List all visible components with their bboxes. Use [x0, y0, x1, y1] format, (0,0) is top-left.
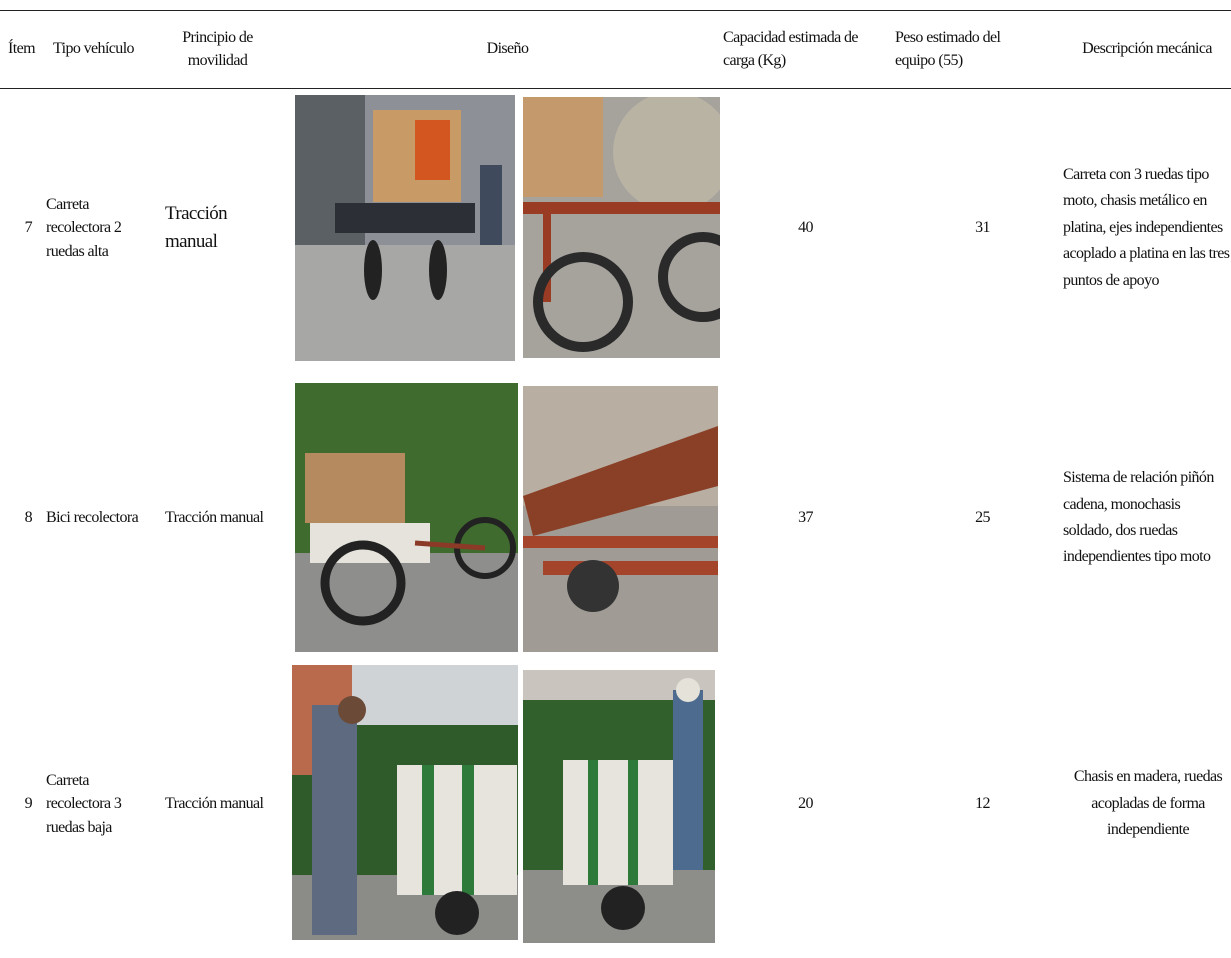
header-cell: Diseño [295, 12, 720, 86]
top-rule [0, 10, 1231, 11]
capacity-cell: 37 [723, 378, 888, 658]
header-text: Principio de movilidad [170, 26, 265, 72]
header-text: Peso estimado del equipo (55) [895, 26, 1035, 72]
item-cell: 9 [8, 660, 32, 948]
cell-text: Tracción manual [165, 506, 263, 529]
description-cell: Carreta con 3 ruedas tipo moto, chasis m… [1063, 92, 1231, 364]
description-cell: Chasis en madera, ruedas acopladas de fo… [1068, 660, 1228, 948]
header-cell: Tipo vehículo [53, 12, 158, 86]
header-text: Capacidad estimada de carga (Kg) [723, 26, 891, 72]
mobility-cell: Tracción manual [165, 660, 275, 948]
type-cell: Carreta recolectora 3 ruedas baja [46, 660, 141, 948]
description-cell: Sistema de relación piñón cadena, monoch… [1063, 378, 1223, 658]
cell-text: 12 [975, 792, 990, 815]
cell-text: 20 [798, 792, 813, 815]
cell-text: Chasis en madera, ruedas acopladas de fo… [1068, 764, 1228, 843]
cell-text: 8 [25, 506, 32, 529]
photo [295, 95, 515, 361]
capacity-cell: 40 [723, 92, 888, 364]
weight-cell: 25 [895, 378, 1070, 658]
header-cell: Capacidad estimada de carga (Kg) [723, 12, 891, 86]
header-cell: Peso estimado del equipo (55) [895, 12, 1035, 86]
item-cell: 7 [8, 92, 32, 364]
cell-text: 31 [975, 216, 990, 239]
photo [523, 386, 718, 652]
cell-text: Carreta recolectora 3 ruedas baja [46, 769, 141, 839]
cell-text: 25 [975, 506, 990, 529]
header-cell: Ítem [8, 12, 48, 86]
type-cell: Carreta recolectora 2 ruedas alta [46, 92, 141, 364]
item-cell: 8 [8, 378, 32, 658]
header-cell: Principio de movilidad [170, 12, 265, 86]
cell-text: Carreta recolectora 2 ruedas alta [46, 193, 141, 263]
photo [523, 670, 715, 943]
cell-text: Tracción manual [165, 792, 263, 815]
header-text: Descripción mecánica [1082, 37, 1212, 60]
header-text: Diseño [487, 37, 529, 60]
header-text: Ítem [8, 37, 35, 60]
header-cell: Descripción mecánica [1063, 12, 1231, 86]
weight-cell: 31 [895, 92, 1070, 364]
mobility-cell: Tracción manual [165, 378, 275, 658]
cell-text: 40 [798, 216, 813, 239]
cell-text: 7 [25, 216, 32, 239]
capacity-cell: 20 [723, 660, 888, 948]
cell-text: Bici recolectora [46, 506, 138, 529]
page: Ítem Tipo vehículo Principio de movilida… [0, 0, 1231, 958]
cell-text: 9 [25, 792, 32, 815]
cell-text: Tracción manual [165, 200, 265, 255]
photo [295, 383, 518, 652]
cell-text: Sistema de relación piñón cadena, monoch… [1063, 465, 1223, 571]
weight-cell: 12 [895, 660, 1070, 948]
header-rule [0, 88, 1231, 89]
type-cell: Bici recolectora [46, 378, 161, 658]
photo [523, 97, 720, 358]
photo [292, 665, 518, 940]
cell-text: Carreta con 3 ruedas tipo moto, chasis m… [1063, 162, 1231, 294]
mobility-cell: Tracción manual [165, 92, 265, 364]
header-text: Tipo vehículo [53, 37, 134, 60]
cell-text: 37 [798, 506, 813, 529]
